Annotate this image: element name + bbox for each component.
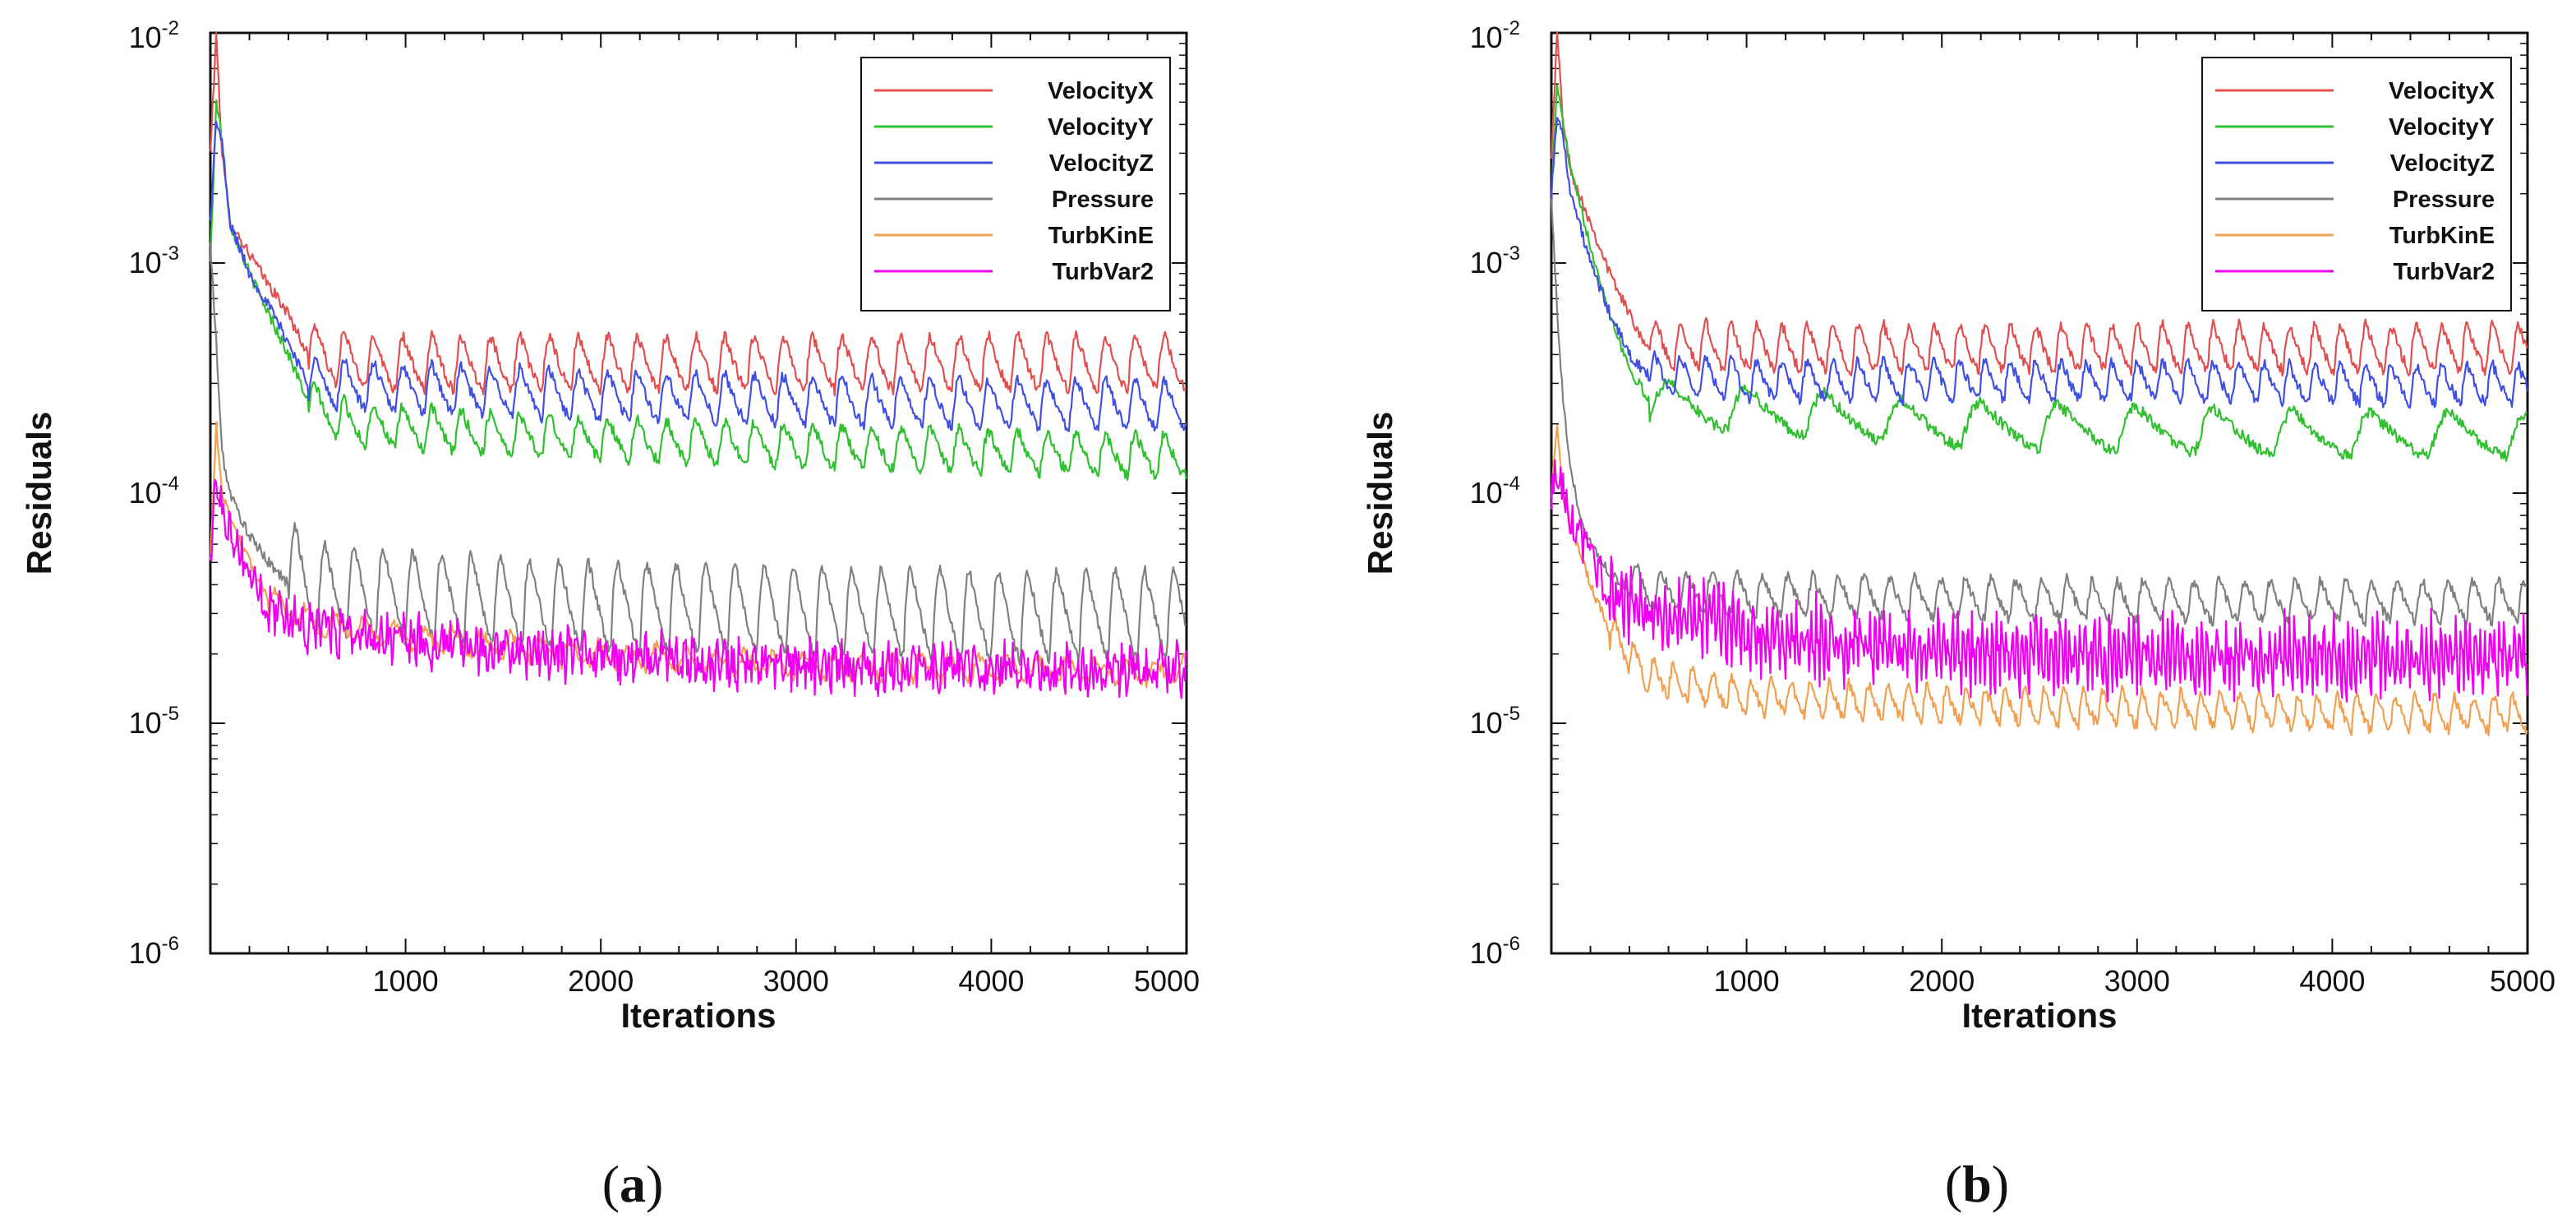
series-line-velocityz (209, 120, 1187, 432)
y-axis-label: Residuals (20, 412, 58, 574)
y-tick-label: 10-5 (129, 703, 179, 740)
legend-label-turbkine: TurbKinE (1048, 223, 1154, 249)
legend-label-velocityx: VelocityX (1048, 78, 1154, 104)
series-layer (1550, 31, 2528, 737)
x-tick-label: 4000 (2299, 964, 2365, 998)
x-axis-label: Iterations (620, 996, 776, 1035)
series-line-turbvar2 (1550, 459, 2528, 703)
legend-label-velocityy: VelocityY (2389, 114, 2495, 141)
x-tick-labels: 1000 2000 3000 4000 5000 (1714, 964, 2555, 998)
series-layer (209, 31, 1187, 699)
y-tick-label: 10-2 (129, 17, 179, 54)
y-tick-label: 10-2 (1470, 17, 1520, 54)
panel-caption: (a) (602, 1155, 664, 1213)
x-tick-label: 3000 (2104, 964, 2170, 998)
plot-area (209, 31, 1188, 955)
series-line-velocityy (209, 99, 1187, 482)
series-line-velocityx (1550, 31, 2528, 377)
y-axis-label: Residuals (1361, 412, 1399, 574)
panel-a: 10-6 10-5 10-4 10-3 10-2 1000 2000 3000 … (20, 17, 1200, 1213)
x-tick-labels: 1000 2000 3000 4000 5000 (373, 964, 1200, 998)
legend-label-velocityz: VelocityZ (2390, 150, 2495, 177)
legend-label-velocityy: VelocityY (1048, 114, 1154, 141)
series-line-velocityx (209, 31, 1187, 397)
x-tick-label: 2000 (568, 964, 634, 998)
panel-b: 10-6 10-5 10-4 10-3 10-2 1000 2000 3000 … (1361, 17, 2555, 1213)
y-tick-label: 10-6 (129, 933, 179, 970)
series-line-turbvar2 (209, 478, 1187, 699)
legend-box (2201, 57, 2512, 311)
series-line-turbkine (1550, 424, 2528, 737)
x-tick-label: 4000 (958, 964, 1024, 998)
x-tick-label: 1000 (1714, 964, 1780, 998)
legend-label-pressure: Pressure (1052, 187, 1154, 213)
legend: VelocityX VelocityY VelocityZ Pressure TurbK… (860, 57, 1171, 311)
y-tick-label: 10-4 (1470, 473, 1520, 510)
legend-label-turbkine: TurbKinE (2389, 223, 2495, 249)
legend-label-pressure: Pressure (2393, 187, 2495, 213)
legend-box (860, 57, 1171, 311)
x-tick-label: 5000 (2490, 964, 2555, 998)
y-tick-labels: 10-6 10-5 10-4 10-3 10-2 (1470, 17, 1520, 970)
ticks (210, 32, 1187, 954)
plot-area (1550, 31, 2529, 955)
panel-caption: (b) (1945, 1155, 2009, 1213)
legend-items: VelocityX VelocityY VelocityZ Pressure TurbK… (874, 78, 1154, 285)
legend-items: VelocityX VelocityY VelocityZ Pressure TurbK… (2215, 78, 2495, 285)
legend-label-turbvar2: TurbVar2 (2393, 259, 2495, 285)
x-tick-label: 5000 (1134, 964, 1200, 998)
y-tick-label: 10-6 (1470, 933, 1520, 970)
series-line-velocityz (1550, 117, 2528, 409)
y-tick-label: 10-5 (1470, 703, 1520, 740)
legend: VelocityX VelocityY VelocityZ Pressure TurbK… (2201, 57, 2512, 311)
x-tick-label: 1000 (373, 964, 439, 998)
legend-label-velocityx: VelocityX (2389, 78, 2495, 104)
series-line-pressure (1550, 198, 2528, 627)
x-tick-label: 3000 (763, 964, 829, 998)
legend-label-turbvar2: TurbVar2 (1052, 259, 1154, 285)
series-line-velocityy (1550, 84, 2528, 463)
y-tick-labels: 10-6 10-5 10-4 10-3 10-2 (129, 17, 179, 970)
y-tick-label: 10-3 (129, 242, 179, 279)
x-tick-label: 2000 (1909, 964, 1975, 998)
y-tick-label: 10-3 (1470, 242, 1520, 279)
y-tick-label: 10-4 (129, 473, 179, 510)
x-axis-label: Iterations (1961, 996, 2117, 1035)
legend-label-velocityz: VelocityZ (1049, 150, 1154, 177)
